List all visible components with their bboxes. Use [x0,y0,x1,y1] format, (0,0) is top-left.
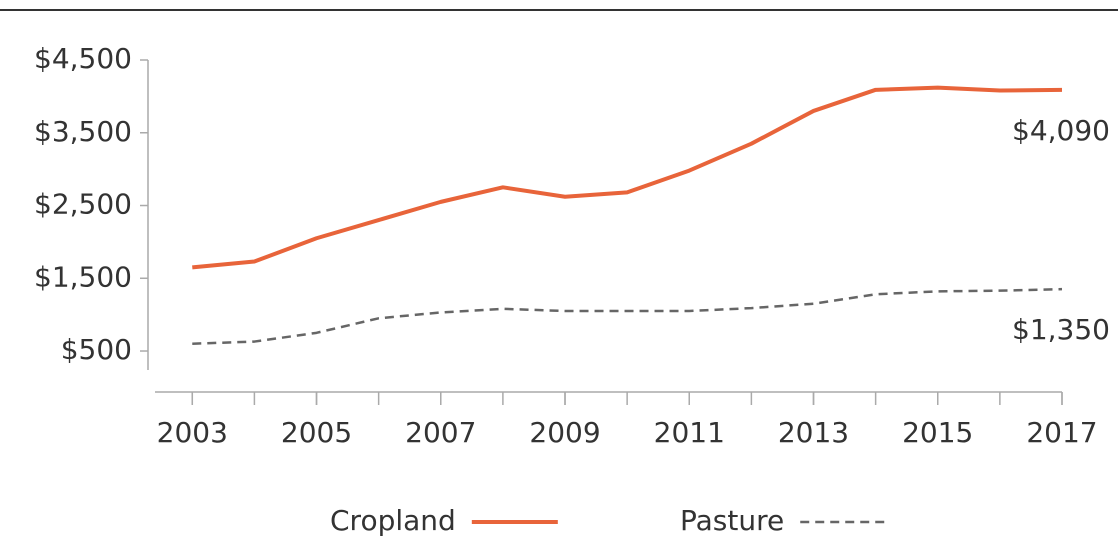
x-tick-label: 2013 [778,416,849,449]
series-line [192,85,1063,270]
x-tick-label: 2011 [654,416,725,449]
y-tick-label: $2,500 [34,188,132,221]
end-annotation: $1,350 [1012,313,1110,346]
legend-label: Cropland [330,504,456,537]
x-tick-label: 2003 [157,416,228,449]
end-annotation: $4,090 [1012,114,1110,147]
x-tick-label: 2007 [405,416,476,449]
legend-label: Pasture [680,504,784,537]
series-line [192,287,1063,345]
y-tick-label: $500 [61,333,132,366]
y-tick-label: $1,500 [34,260,132,293]
x-tick-label: 2009 [529,416,600,449]
x-tick-label: 2017 [1026,416,1097,449]
y-tick-label: $3,500 [34,115,132,148]
y-tick-label: $4,500 [34,42,132,75]
x-tick-label: 2005 [281,416,352,449]
x-tick-label: 2015 [902,416,973,449]
